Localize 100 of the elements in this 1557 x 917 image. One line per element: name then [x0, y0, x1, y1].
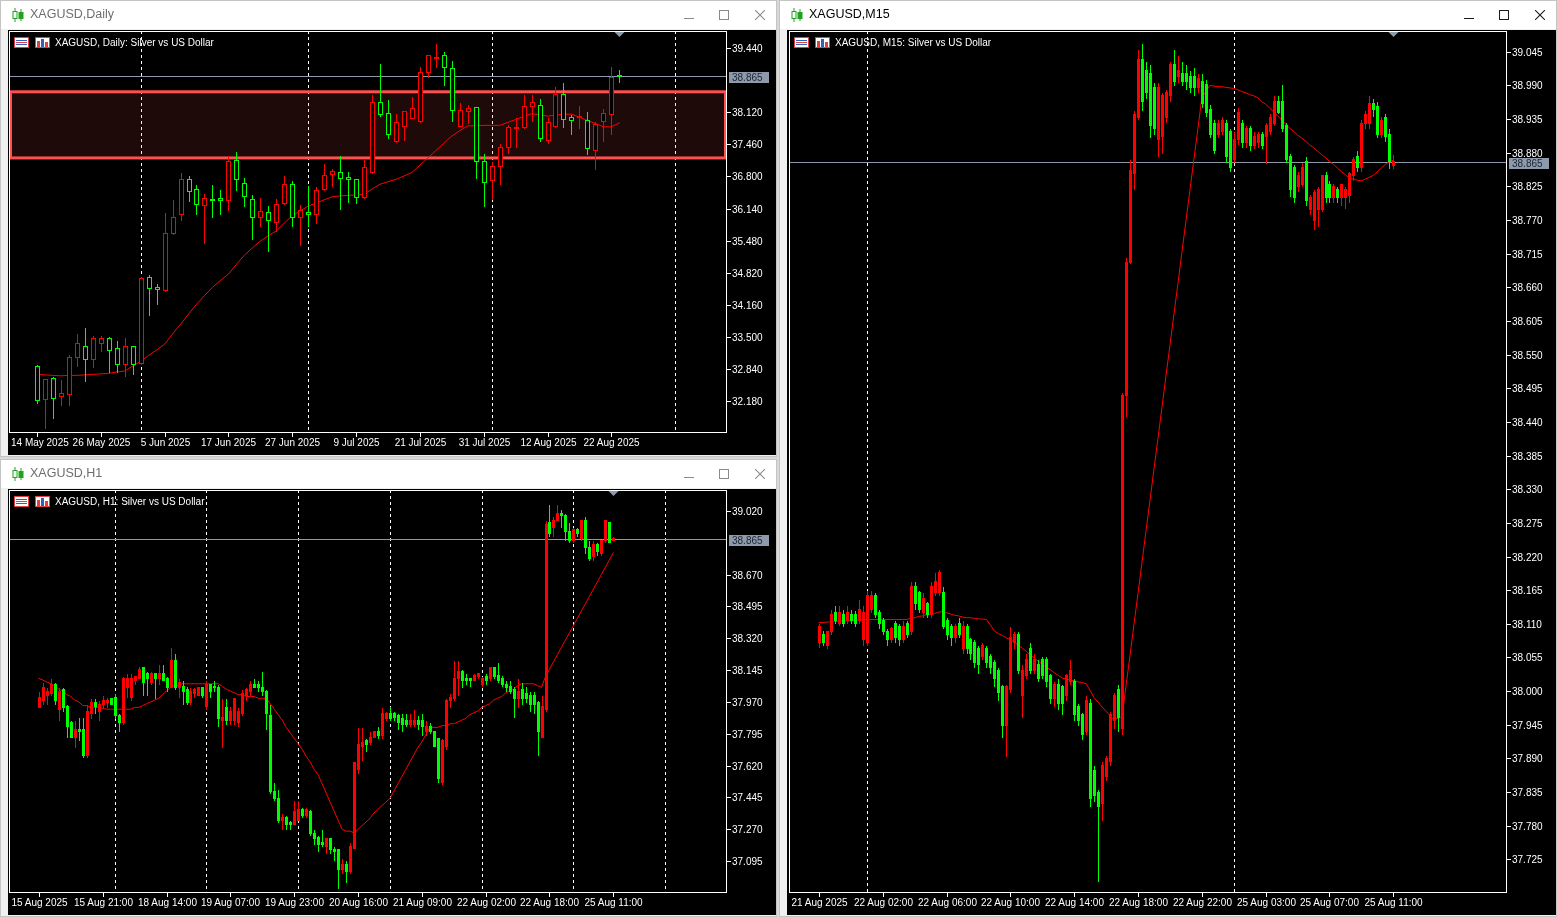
candlestick [850, 609, 853, 624]
candlestick [1245, 125, 1248, 148]
candlestick [426, 54, 431, 78]
y-tick-label: 38.990 [1512, 80, 1544, 91]
y-tick-label: 39.440 [732, 43, 764, 54]
y-tick-label: 37.445 [732, 792, 764, 803]
candlestick [592, 540, 595, 561]
candlestick [42, 682, 45, 705]
x-tick-label: 22 Aug 22:00 [1173, 897, 1233, 908]
candlestick [434, 43, 439, 68]
candlestick [75, 333, 80, 367]
y-tick-label: 38.770 [1512, 215, 1544, 226]
candlestick [421, 713, 424, 736]
candlestick [91, 335, 96, 368]
candlestick [142, 667, 145, 696]
x-tick-label: 26 May 2025 [72, 437, 131, 448]
y-tick-label: 37.780 [1512, 821, 1544, 832]
candlestick [490, 161, 495, 200]
candlestick [473, 673, 476, 681]
candlestick [54, 682, 57, 705]
y-tick-label: 37.835 [1512, 787, 1544, 798]
x-tick-label: 22 Aug 10:00 [981, 897, 1041, 908]
candlestick [386, 99, 391, 139]
candlestick [529, 691, 532, 712]
chart-title: XAGUSD,M15 [809, 7, 890, 22]
candlestick [450, 60, 455, 122]
x-tick-label: 22 Aug 18:00 [1109, 897, 1169, 908]
x-tick-label: 22 Aug 2025 [583, 437, 641, 448]
candlestick [115, 340, 120, 373]
y-tick-label: 37.970 [732, 697, 764, 708]
x-tick-label: 22 Aug 02:00 [854, 897, 914, 908]
text: XAGUSD, Daily: Silver vs US Dollar [55, 37, 215, 48]
y-tick-label: 38.825 [1512, 181, 1544, 192]
candlestick [35, 364, 40, 404]
candlestick [580, 520, 583, 541]
candlestick [139, 276, 144, 365]
candlestick [409, 713, 412, 727]
candlestick [389, 706, 392, 721]
text: XAGUSD, M15: Silver vs US Dollar [835, 37, 992, 48]
candlestick [1193, 67, 1196, 96]
candlestick [83, 327, 88, 382]
candlestick [1313, 189, 1316, 230]
candlestick [485, 673, 488, 685]
candlestick [572, 527, 575, 543]
candlestick [474, 106, 479, 179]
candlestick [1368, 95, 1371, 129]
candlestick [218, 189, 223, 215]
y-tick-label: 37.620 [732, 761, 764, 772]
x-tick-label: 25 Aug 03:00 [1237, 897, 1297, 908]
candlestick [962, 620, 965, 654]
candlestick [922, 592, 925, 618]
candlestick [981, 642, 984, 660]
y-tick-label: 38.385 [1512, 451, 1544, 462]
candlestick [1089, 698, 1092, 807]
candlestick [442, 51, 447, 86]
candlestick [381, 707, 384, 739]
y-tick-label: 39.020 [732, 506, 764, 517]
candlestick [1217, 119, 1220, 138]
candlestick [1332, 183, 1335, 203]
candlestick [564, 513, 567, 541]
x-tick-label: 31 Jul 2025 [458, 437, 511, 448]
candlestick [1305, 156, 1308, 206]
y-tick-label: 38.145 [732, 665, 764, 676]
candlestick [301, 807, 304, 818]
candlestick [378, 63, 383, 117]
candlestick [74, 720, 77, 748]
y-tick-label: 38.055 [1512, 652, 1544, 663]
candlestick [370, 94, 375, 174]
candlestick [838, 605, 841, 626]
candlestick [338, 155, 343, 210]
candlestick [314, 186, 319, 224]
candlestick [337, 849, 340, 889]
candlestick [894, 620, 897, 643]
x-tick-label: 27 Jun 2025 [264, 437, 321, 448]
y-tick-label: 38.110 [1512, 619, 1543, 630]
y-tick-label: 35.480 [732, 236, 764, 247]
candlestick [341, 858, 344, 874]
y-tick-label: 34.160 [732, 300, 764, 311]
candlestick [548, 504, 551, 537]
candlestick [147, 274, 152, 316]
candlestick [898, 623, 901, 646]
x-tick-label: 9 Jul 2025 [333, 437, 381, 448]
y-tick-label: 32.180 [732, 396, 764, 407]
y-tick-label: 38.165 [1512, 585, 1544, 596]
x-tick-label: 17 Jun 2025 [200, 437, 257, 448]
candlestick [221, 698, 224, 748]
candlestick [107, 336, 112, 373]
candlestick [890, 626, 893, 643]
candlestick [202, 193, 207, 244]
candlestick [506, 124, 511, 154]
candlestick [834, 605, 837, 624]
candlestick [154, 673, 157, 699]
x-tick-label: 19 Aug 23:00 [265, 897, 325, 908]
candlestick [1356, 150, 1359, 172]
candlestick [585, 111, 590, 155]
candlestick [209, 684, 212, 698]
x-tick-label: 15 Aug 21:00 [74, 897, 134, 908]
candlestick [58, 687, 61, 721]
candlestick [182, 680, 185, 705]
candlestick [1241, 119, 1244, 148]
